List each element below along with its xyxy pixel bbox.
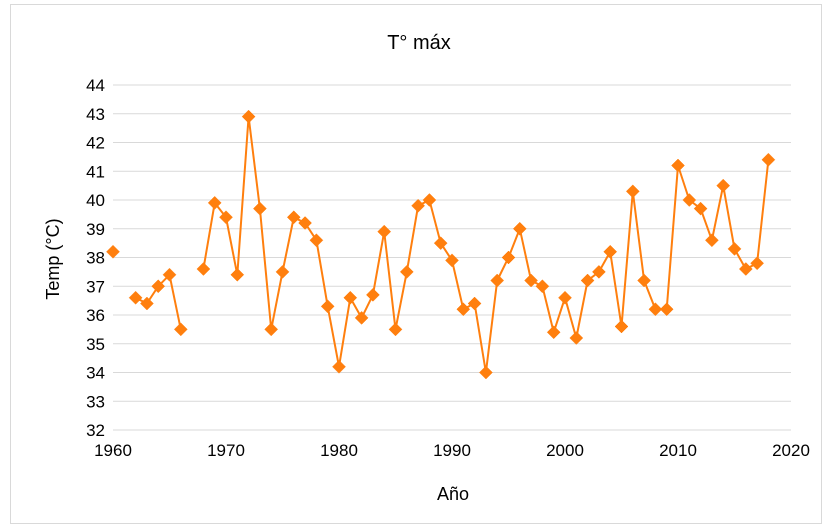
data-point: [625, 184, 640, 199]
data-point: [671, 158, 685, 173]
x-tick-labels: 1960 1970 1980 1990 2000 2010 2020: [94, 441, 810, 460]
data-point: [456, 302, 471, 317]
data-point: [343, 290, 358, 305]
y-tick-label: 37: [86, 277, 105, 296]
data-point: [614, 319, 629, 334]
chart-frame: [10, 4, 822, 524]
series-temp-max: [106, 109, 776, 380]
data-point: [682, 193, 697, 207]
y-axis-title: Temp (°C): [43, 218, 63, 299]
data-point: [479, 365, 493, 380]
data-point: [490, 273, 505, 288]
data-point: [569, 331, 584, 345]
data-point: [207, 196, 222, 210]
data-point: [693, 201, 708, 216]
data-point: [253, 201, 267, 216]
data-point: [219, 210, 233, 225]
y-tick-label: 38: [86, 249, 105, 268]
y-tick-label: 36: [86, 306, 105, 325]
data-point: [151, 279, 166, 294]
data-point: [140, 296, 154, 311]
data-point: [501, 250, 516, 265]
y-tick-label: 44: [86, 76, 105, 95]
data-point: [592, 265, 606, 279]
y-tick-label: 35: [86, 335, 105, 354]
data-point: [535, 279, 550, 294]
data-point: [241, 109, 256, 124]
chart-title: T° máx: [387, 32, 451, 54]
y-tick-label: 43: [86, 105, 105, 124]
data-point: [512, 221, 527, 236]
data-point: [399, 265, 414, 279]
x-tick-label: 1980: [320, 441, 358, 460]
data-point: [298, 216, 312, 230]
data-point: [264, 322, 279, 337]
data-point: [558, 290, 572, 305]
data-point: [738, 262, 753, 276]
data-point: [648, 302, 663, 317]
data-point: [377, 224, 392, 239]
series-line-segment: [202, 115, 770, 374]
y-tick-label: 32: [86, 421, 105, 440]
data-point: [705, 233, 719, 248]
y-tick-labels: 32 33 34 35 36 37 38 39 40 41 42 43 44: [86, 76, 105, 440]
data-point: [761, 152, 776, 167]
data-point: [388, 322, 403, 337]
data-point: [162, 267, 177, 282]
x-tick-label: 1990: [433, 441, 471, 460]
data-point: [467, 296, 482, 311]
x-tick-label: 2000: [546, 441, 584, 460]
y-tick-label: 34: [86, 364, 105, 383]
data-point: [603, 244, 618, 259]
data-point: [433, 236, 448, 250]
data-point: [173, 322, 188, 337]
y-tick-label: 39: [86, 220, 105, 239]
data-point: [422, 193, 437, 207]
data-point: [230, 267, 245, 282]
data-point: [366, 288, 380, 302]
x-tick-label: 2010: [659, 441, 697, 460]
x-axis-title: Año: [437, 484, 469, 504]
y-tick-label: 33: [86, 392, 105, 411]
data-point: [196, 262, 211, 276]
y-tick-label: 41: [86, 162, 105, 181]
data-point: [309, 233, 324, 248]
data-point: [727, 242, 742, 256]
data-point: [411, 198, 425, 213]
data-point: [524, 273, 538, 288]
data-point: [546, 325, 561, 340]
x-tick-label: 1970: [207, 441, 245, 460]
x-tick-label: 1960: [94, 441, 132, 460]
data-point: [275, 265, 290, 279]
data-point: [750, 256, 764, 271]
data-point: [637, 273, 651, 288]
data-point: [128, 290, 143, 305]
data-point: [332, 359, 346, 374]
data-point: [106, 244, 120, 259]
data-point: [286, 210, 301, 225]
x-tick-label: 2020: [772, 441, 810, 460]
data-point: [445, 253, 459, 268]
data-point: [580, 273, 595, 288]
y-tick-label: 42: [86, 134, 105, 153]
data-point: [716, 178, 731, 193]
data-point: [354, 311, 369, 325]
gridlines: [113, 84, 791, 431]
data-point: [659, 302, 674, 317]
data-point: [320, 299, 335, 314]
y-tick-label: 40: [86, 191, 105, 210]
